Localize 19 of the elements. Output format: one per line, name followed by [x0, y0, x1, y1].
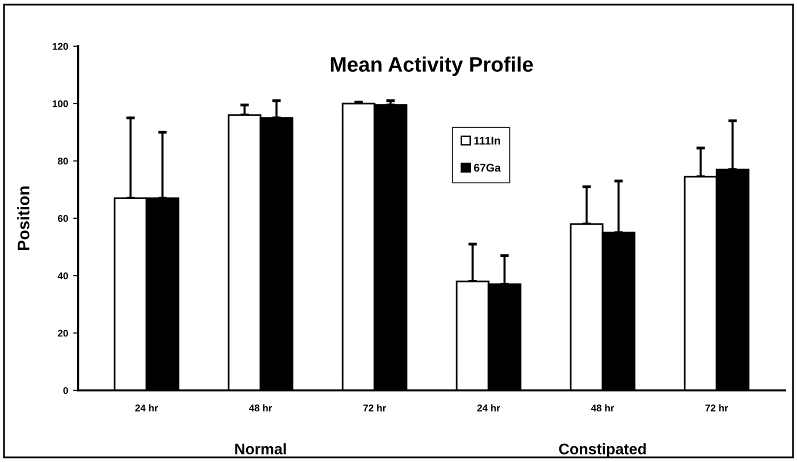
x-tick-label: 72 hr — [705, 404, 728, 412]
x-tick-label: 24 hr — [135, 404, 158, 412]
x-tick-label: 48 hr — [249, 404, 272, 412]
y-axis-title: Position — [17, 186, 30, 250]
y-tick-label: 100 — [52, 100, 68, 108]
text: Normal — [235, 443, 286, 454]
legend-label: 111In — [474, 136, 500, 144]
y-tick-label: 20 — [58, 330, 68, 337]
x-tick-label: 24 hr — [477, 404, 500, 412]
legend-label: 67Ga — [474, 164, 501, 172]
y-tick-label: 120 — [52, 42, 68, 50]
y-tick-label: 0 — [63, 387, 68, 394]
y-tick-label: 40 — [58, 272, 68, 280]
y-tick-label: 60 — [58, 215, 68, 222]
x-tick-label: 72 hr — [363, 404, 386, 412]
y-tick-label: 80 — [58, 158, 68, 165]
text: Constipated — [559, 443, 646, 458]
chart-title: Mean Activity Profile — [330, 56, 533, 76]
x-tick-label: 48 hr — [591, 404, 614, 412]
